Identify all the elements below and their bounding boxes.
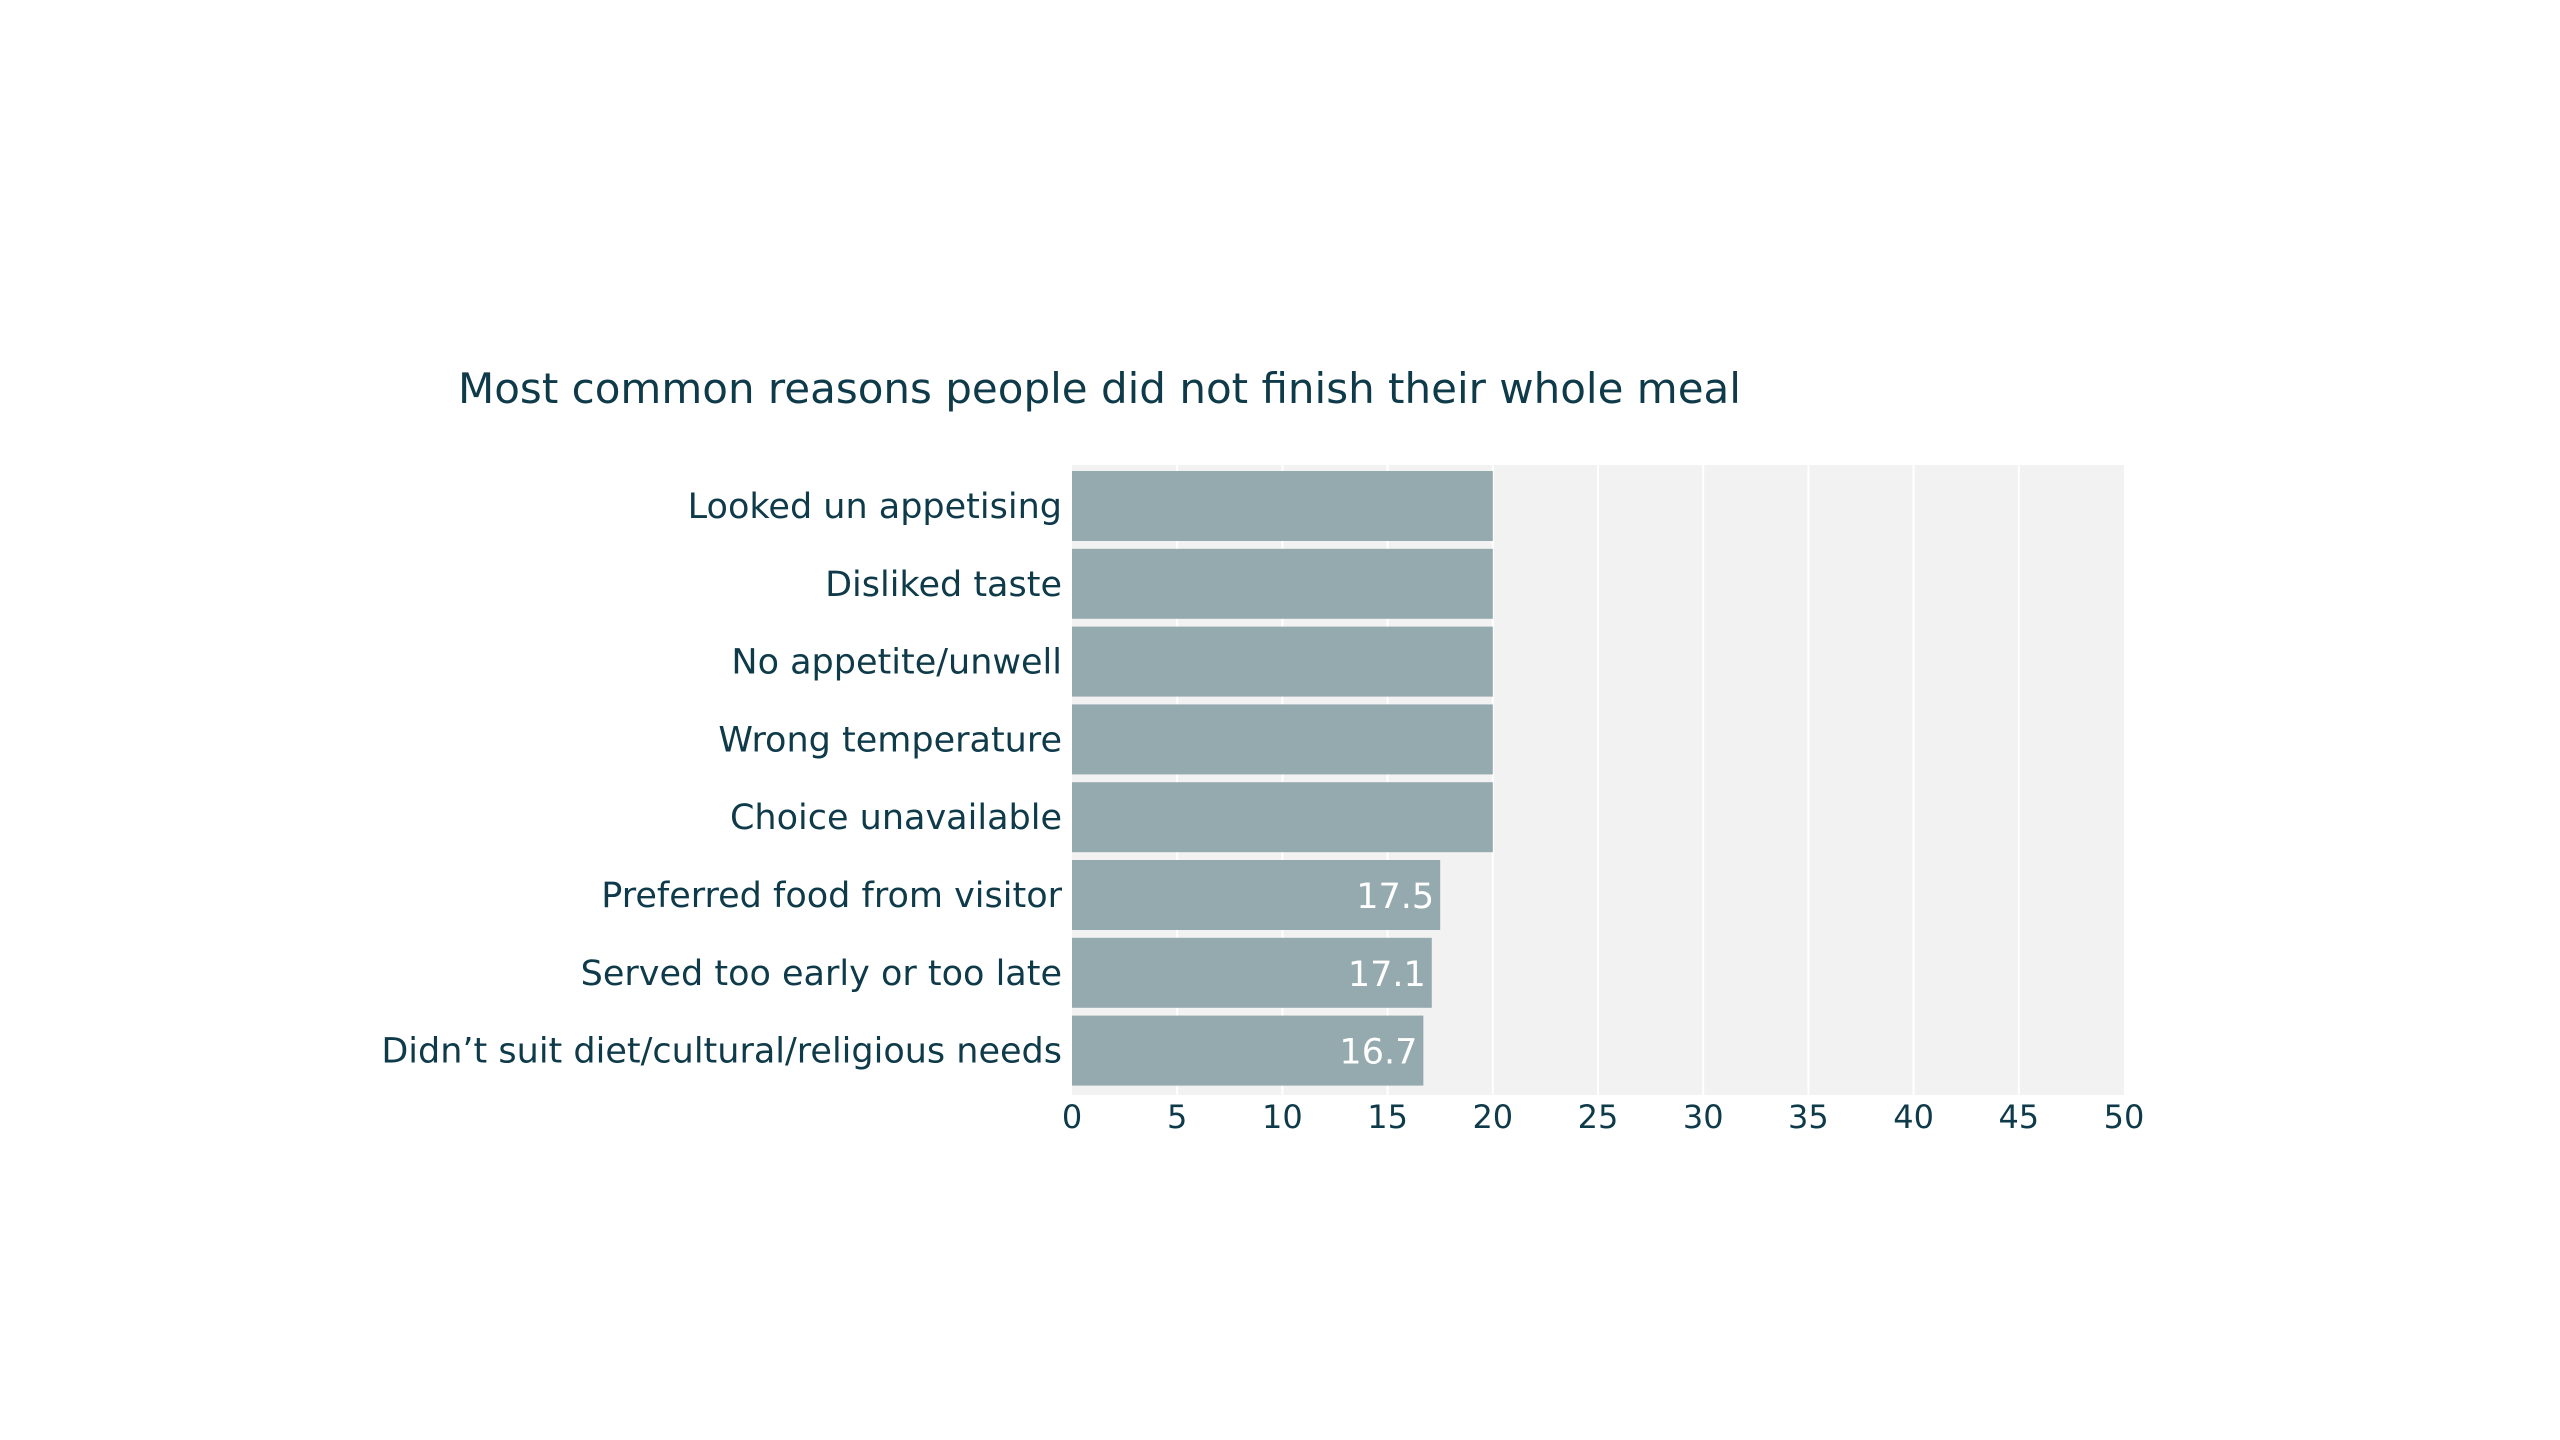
- bar-data-label: 17.1: [1348, 955, 1426, 995]
- x-tick-label: 30: [1683, 1098, 1724, 1136]
- category-label: Wrong temperature: [718, 720, 1062, 760]
- x-tick-label: 35: [1788, 1098, 1829, 1136]
- category-label: Served too early or too late: [581, 954, 1062, 994]
- bar: [1072, 1015, 1424, 1086]
- bar: [1072, 548, 1493, 619]
- bars: [1072, 471, 1493, 1086]
- bar: [1072, 937, 1432, 1008]
- bar-data-label: 17.5: [1356, 877, 1434, 917]
- category-label: Choice unavailable: [730, 798, 1062, 838]
- bar: [1072, 860, 1441, 930]
- bar-data-label: 16.7: [1339, 1033, 1417, 1073]
- bar-labels: 17.5 17.1 16.7: [1339, 877, 1434, 1073]
- bar: [1072, 704, 1493, 775]
- bar: [1072, 626, 1493, 697]
- category-label: Looked un appetising: [688, 487, 1062, 527]
- bar: [1072, 782, 1493, 853]
- category-label: Didn’t suit diet/cultural/religious need…: [381, 1032, 1062, 1072]
- category-labels: Looked un appetising Disliked taste No app…: [381, 487, 1062, 1072]
- x-tick-label: 0: [1062, 1098, 1082, 1136]
- x-tick-label: 20: [1472, 1098, 1513, 1136]
- x-tick-label: 25: [1578, 1098, 1619, 1136]
- x-tick-label: 15: [1367, 1098, 1408, 1136]
- category-label: No appetite/unwell: [731, 643, 1062, 683]
- x-axis-ticks: 0 5 10 15 20 25 30 35 40 45 50: [1062, 1098, 2145, 1136]
- x-tick-label: 5: [1167, 1098, 1187, 1136]
- bar: [1072, 471, 1493, 541]
- x-tick-label: 45: [1998, 1098, 2039, 1136]
- category-label: Disliked taste: [825, 565, 1062, 605]
- x-tick-label: 10: [1262, 1098, 1303, 1136]
- x-tick-label: 50: [2104, 1098, 2145, 1136]
- chart-title: Most common reasons people did not finis…: [458, 364, 1741, 413]
- x-tick-label: 40: [1893, 1098, 1934, 1136]
- category-label: Preferred food from visitor: [601, 876, 1062, 916]
